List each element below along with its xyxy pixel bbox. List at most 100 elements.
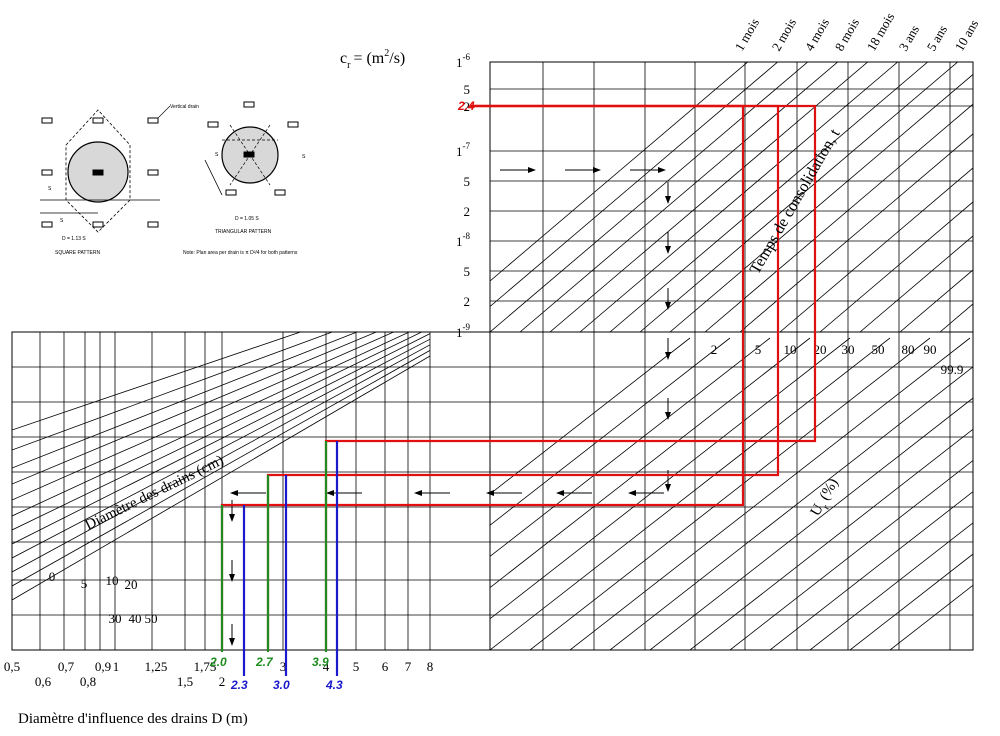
drain-diameter-line <box>12 332 302 431</box>
drain-diameter-line <box>12 332 378 485</box>
down-arrow-head <box>229 514 235 522</box>
d-axis-label: 0,8 <box>80 674 96 689</box>
d-axis-label: 0,6 <box>35 674 52 689</box>
cr-axis-label: 1-7 <box>456 141 470 159</box>
ur-tick-label: 80 <box>902 342 915 357</box>
cr-axis-label: 1-8 <box>456 231 470 249</box>
ur-diagonal <box>490 337 731 526</box>
spacing-label: S <box>302 154 306 160</box>
drain-diameter-tick: 50 <box>145 611 158 626</box>
drain-diameter-line <box>12 333 431 545</box>
spacing-label: S <box>215 152 219 158</box>
spacing-label: S <box>60 218 64 224</box>
d-axis-label: 2 <box>219 674 226 689</box>
ur-diagonal <box>490 337 891 650</box>
blue-verticals <box>242 441 339 676</box>
time-axis-label: 1 mois <box>732 16 763 54</box>
green-marker-1: 2.0 <box>209 655 227 669</box>
time-diagonal <box>519 62 839 332</box>
cr-grid-columns <box>489 62 974 332</box>
d-axis-label: 0,5 <box>4 659 20 674</box>
drain-diameter-tick: 40 <box>129 611 142 626</box>
time-diagonal <box>669 73 973 332</box>
cr-axis-label: 2 <box>464 99 471 114</box>
drain-marker <box>225 189 237 196</box>
ur-diagonal <box>889 584 973 650</box>
drain-diameter-tick: 20 <box>125 577 138 592</box>
time-diagonal <box>490 62 779 308</box>
drain-pattern-inset: S S D = 1.13 S SQUARE PATTERN Vertical d… <box>40 101 306 256</box>
left-arrow-head <box>628 490 636 496</box>
triangular-formula: D = 1.05 S <box>235 216 259 222</box>
drain-diameter-line <box>12 350 431 587</box>
ur-tick-label: 20 <box>814 342 827 357</box>
time-axis-label: 2 mois <box>769 16 800 54</box>
d-panel: 0,5 0,6 0,7 0,80,9 1 1,25 1,51,752 3 4 5 6 7 8 0 5 10 20… <box>4 331 491 689</box>
d-axis-label: 1,5 <box>177 674 193 689</box>
cr-axis-label: 5 <box>464 82 471 97</box>
leader-line <box>157 105 171 119</box>
time-diagonal <box>704 103 973 332</box>
dimension-line <box>204 159 223 196</box>
d-axis-label: 0,9 <box>95 659 111 674</box>
ur-diagonal <box>809 522 973 650</box>
time-diagonal <box>939 303 973 332</box>
ur-diagonal <box>689 428 973 650</box>
d-axis-label: 5 <box>353 659 360 674</box>
red-path-3 <box>324 104 817 650</box>
down-arrow-head <box>665 412 671 420</box>
drain-diameter-line <box>12 332 423 531</box>
drain-marker <box>92 169 104 176</box>
cr-grid-rows <box>490 61 973 333</box>
ur-diagonal <box>529 337 931 650</box>
drain-marker <box>147 117 159 124</box>
time-axis-label: 5 ans <box>924 23 951 54</box>
d-axis-label: 3 <box>280 659 287 674</box>
time-diagonal <box>490 62 749 282</box>
ur-tick-label: 99.9 <box>941 362 964 377</box>
down-arrow-head <box>665 246 671 254</box>
drain-marker <box>243 101 255 108</box>
red-path-1-line <box>220 104 745 650</box>
flow-arrows <box>229 167 671 646</box>
ur-diagonal <box>769 491 973 650</box>
cr-value-marker: 2.4 <box>457 99 475 113</box>
time-diagonal <box>549 62 869 332</box>
time-diagonal <box>579 62 899 332</box>
ur-diagonal <box>490 337 851 620</box>
d-axis-label: 1 <box>113 659 120 674</box>
ur-diagonal <box>729 459 973 650</box>
down-arrow-head <box>229 638 235 646</box>
time-diagonals <box>490 62 973 332</box>
cr-axis-labels: 1-6 5 2 1-7 5 2 1-8 5 2 1-9 <box>456 52 470 340</box>
blue-marker-1: 2.3 <box>230 678 248 692</box>
drain-diameter-line <box>12 338 431 559</box>
time-axis-label: 18 mois <box>864 10 898 53</box>
drain-diameter-line <box>12 332 334 451</box>
left-arrow-head <box>230 490 238 496</box>
red-path-2-line <box>266 104 780 650</box>
down-arrow-head <box>665 352 671 360</box>
ur-diagonal <box>849 553 973 650</box>
down-arrow-head <box>665 302 671 310</box>
ur-diagonal <box>649 397 973 650</box>
time-axis-label: 4 mois <box>802 16 833 54</box>
cr-axis-label: 2 <box>464 294 471 309</box>
cr-axis-label: 1-9 <box>456 322 470 340</box>
cr-axis-label: 1-6 <box>456 52 470 70</box>
ur-tick-label: 90 <box>924 342 937 357</box>
ur-diagonal <box>609 366 973 650</box>
square-formula: D = 1.13 S <box>62 236 86 242</box>
ur-tick-labels: 2 5 10 20 30 50 80 90 99.9 <box>711 342 964 377</box>
cr-axis-label: 5 <box>464 264 471 279</box>
time-axis-label: 3 ans <box>896 23 923 54</box>
drain-diameter-tick: 5 <box>81 576 88 591</box>
cr-axis-label: 5 <box>464 174 471 189</box>
blue-marker-2: 3.0 <box>273 678 290 692</box>
cr-title: cr = (m2/s) <box>340 48 405 71</box>
right-arrow-head <box>528 167 536 173</box>
square-pattern: S S D = 1.13 S SQUARE PATTERN Vertical d… <box>40 104 199 256</box>
triangular-pattern: S S D = 1.05 S TRIANGULAR PATTERN Note: … <box>183 101 306 256</box>
